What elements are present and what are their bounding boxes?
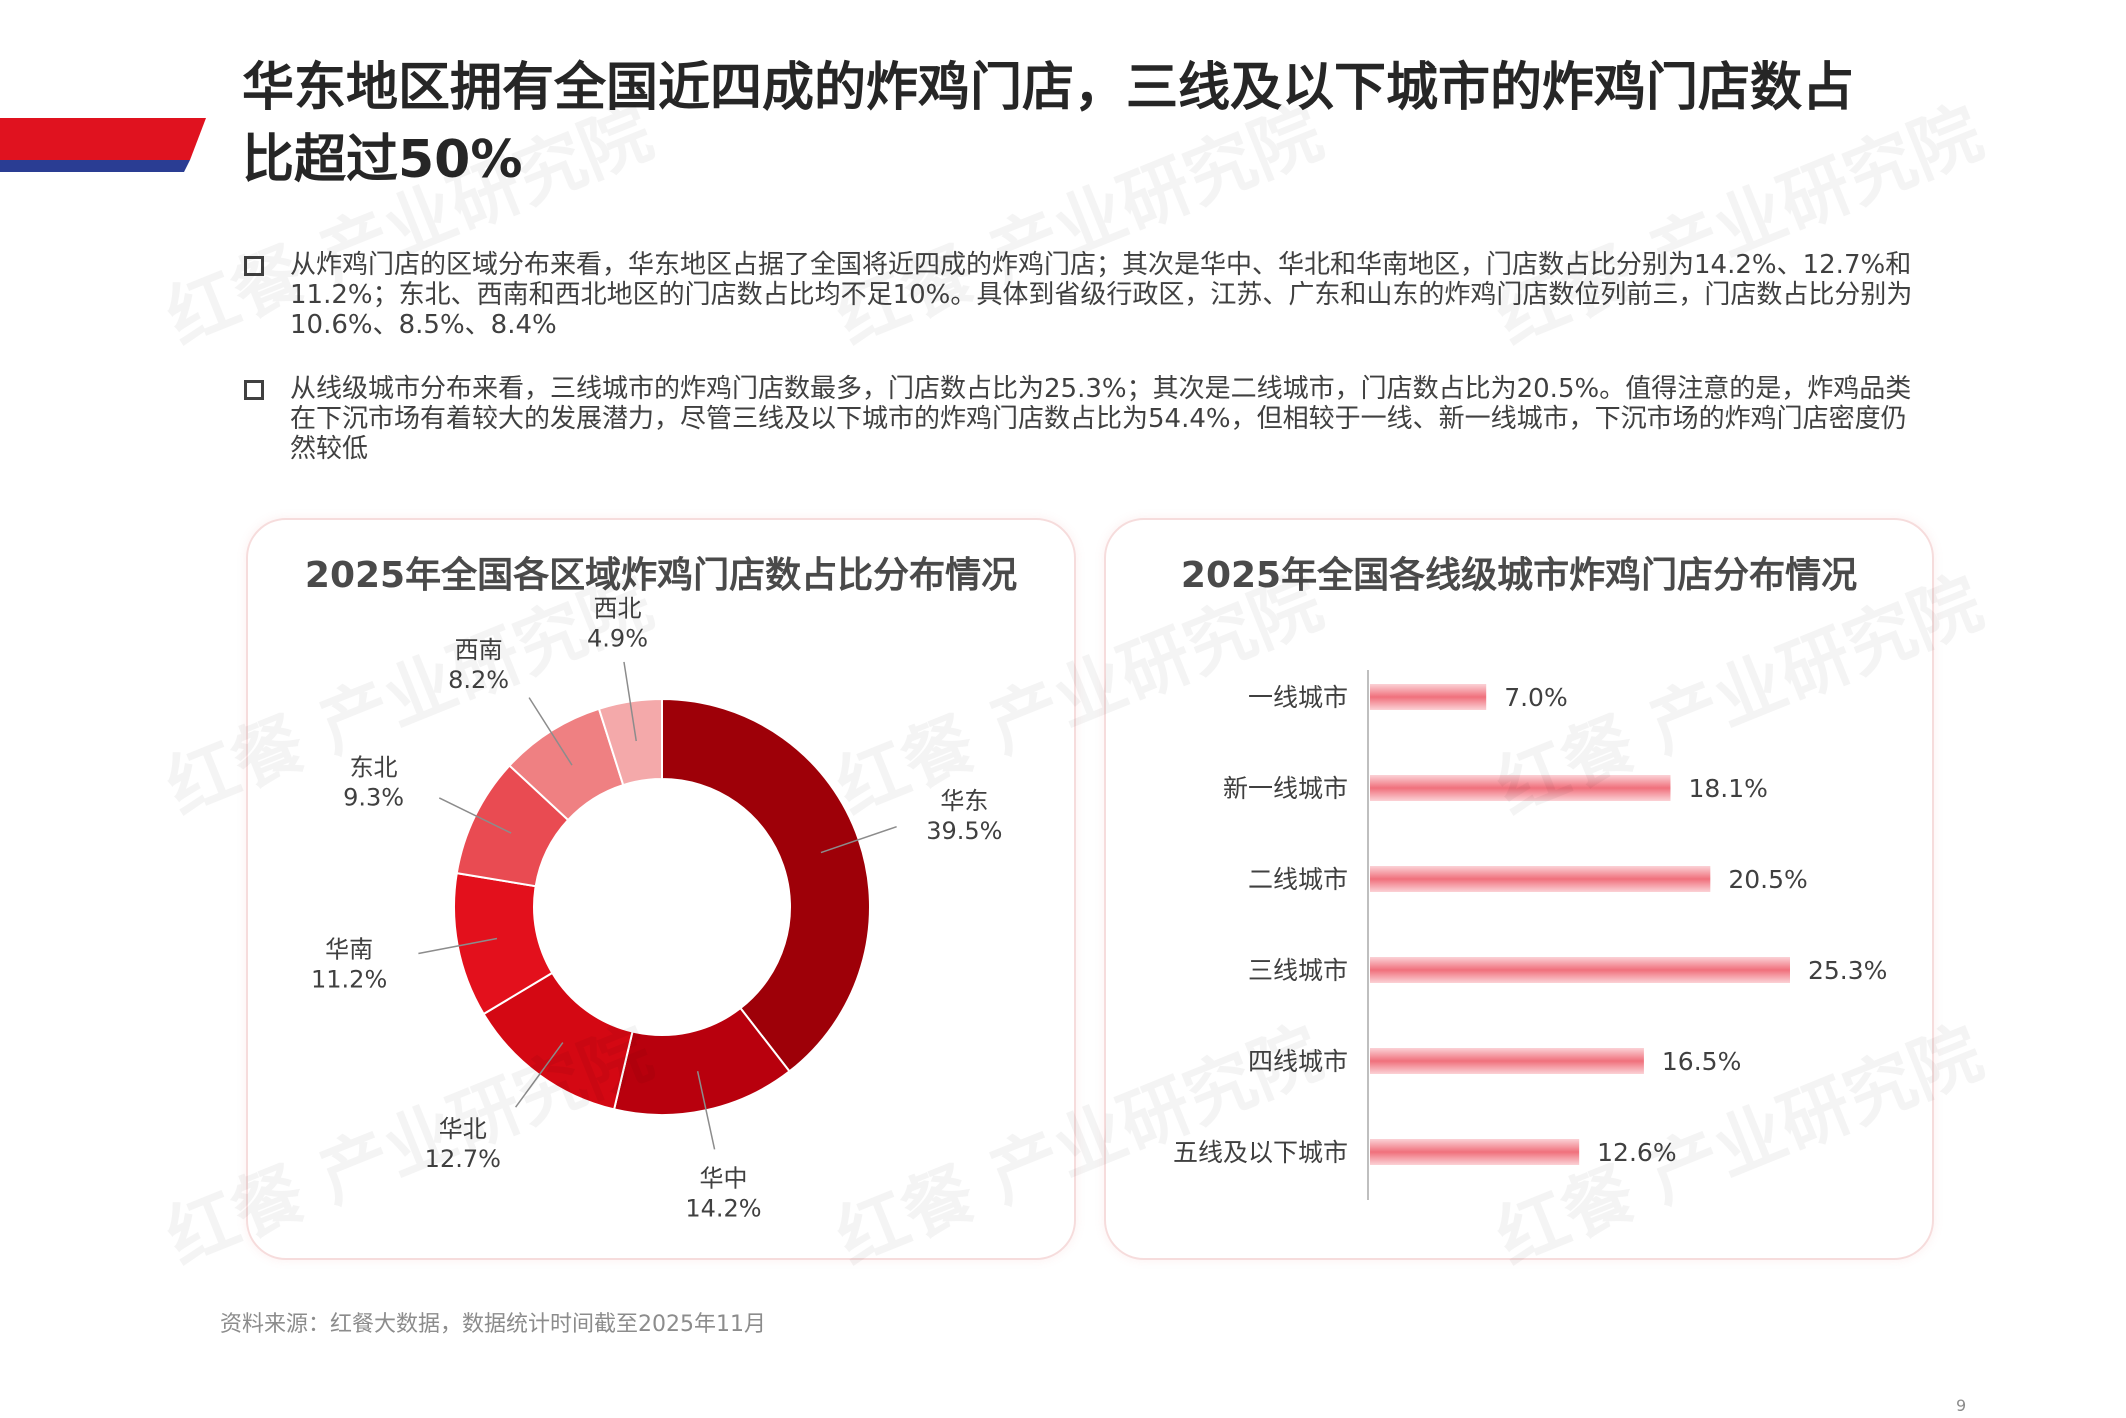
bar-category-label: 一线城市: [1248, 683, 1348, 712]
leader-line: [820, 825, 897, 854]
slice-category-label: 东北: [350, 753, 398, 781]
square-bullet-icon: [244, 256, 264, 276]
bar-category-label: 三线城市: [1248, 956, 1348, 985]
square-bullet-icon: [244, 380, 264, 400]
city-tier-chart-panel: 2025年全国各线级城市炸鸡门店分布情况 一线城市 7.0% 新一线城市 18.1% 二…: [1104, 518, 1934, 1260]
bar: [1370, 1139, 1580, 1165]
bar: [1370, 866, 1711, 892]
bullet-text: 从线级城市分布来看，三线城市的炸鸡门店数最多，门店数占比为25.3%；其次是二线…: [290, 374, 1912, 464]
accent-stripe: [0, 118, 206, 172]
bar-value-label: 16.5%: [1662, 1047, 1741, 1076]
donut-slice: [597, 697, 663, 787]
bar-category-label: 五线及以下城市: [1173, 1138, 1348, 1167]
slice-value-label: 14.2%: [685, 1194, 761, 1222]
page-number: 9: [1956, 1396, 1967, 1415]
bar-category-label: 四线城市: [1248, 1047, 1348, 1076]
slice-category-label: 华北: [439, 1115, 487, 1143]
bar: [1370, 775, 1671, 801]
leader-line: [514, 1042, 564, 1108]
bar-value-label: 7.0%: [1504, 683, 1568, 712]
bullet-text: 从炸鸡门店的区域分布来看，华东地区占据了全国将近四成的炸鸡门店；其次是华中、华北…: [290, 250, 1913, 340]
slice-value-label: 39.5%: [926, 817, 1002, 845]
donut-slice: [661, 697, 871, 1073]
slice-value-label: 9.3%: [343, 783, 404, 811]
bullet-item: 从线级城市分布来看，三线城市的炸鸡门店数最多，门店数占比为25.3%；其次是二线…: [242, 374, 1922, 464]
bar-value-label: 25.3%: [1808, 956, 1887, 985]
bar: [1370, 1048, 1644, 1074]
slice-value-label: 8.2%: [448, 666, 509, 694]
slice-value-label: 12.7%: [425, 1145, 501, 1173]
leader-line: [528, 697, 573, 766]
slice-value-label: 4.9%: [587, 624, 648, 652]
bar: [1370, 684, 1487, 710]
bullet-list: 从炸鸡门店的区域分布来看，华东地区占据了全国将近四成的炸鸡门店；其次是华中、华北…: [242, 250, 1922, 498]
bar-chart: 一线城市 7.0% 新一线城市 18.1% 二线城市 20.5% 三线城市 25.3% 四线城市…: [1173, 670, 1887, 1200]
bar-value-label: 20.5%: [1728, 865, 1807, 894]
slice-category-label: 华中: [699, 1164, 747, 1192]
region-chart-panel: 2025年全国各区域炸鸡门店数占比分布情况 华东 39.5% 华中 14.2% 华北 12…: [246, 518, 1076, 1260]
donut-chart-title: 2025年全国各区域炸鸡门店数占比分布情况: [304, 555, 1018, 596]
leader-line: [696, 1071, 716, 1150]
leader-line: [623, 661, 637, 742]
slice-category-label: 西北: [594, 594, 642, 622]
slice-category-label: 西南: [455, 636, 503, 664]
slice-value-label: 11.2%: [311, 965, 387, 993]
slice-category-label: 华南: [325, 935, 373, 963]
slice-category-label: 华东: [940, 787, 988, 815]
leader-line: [438, 797, 512, 834]
bar-value-label: 12.6%: [1597, 1138, 1676, 1167]
bar-category-label: 新一线城市: [1223, 774, 1348, 803]
source-note: 资料来源：红餐大数据，数据统计时间截至2025年11月: [220, 1312, 766, 1337]
bar-category-label: 二线城市: [1248, 865, 1348, 894]
bar: [1370, 957, 1790, 983]
bar-value-label: 18.1%: [1688, 774, 1767, 803]
bullet-item: 从炸鸡门店的区域分布来看，华东地区占据了全国将近四成的炸鸡门店；其次是华中、华北…: [242, 250, 1922, 340]
bar-chart-title: 2025年全国各线级城市炸鸡门店分布情况: [1180, 555, 1858, 596]
page-title: 华东地区拥有全国近四成的炸鸡门店，三线及以下城市的炸鸡门店数占比超过50%: [242, 58, 1855, 190]
leader-line: [418, 937, 498, 955]
